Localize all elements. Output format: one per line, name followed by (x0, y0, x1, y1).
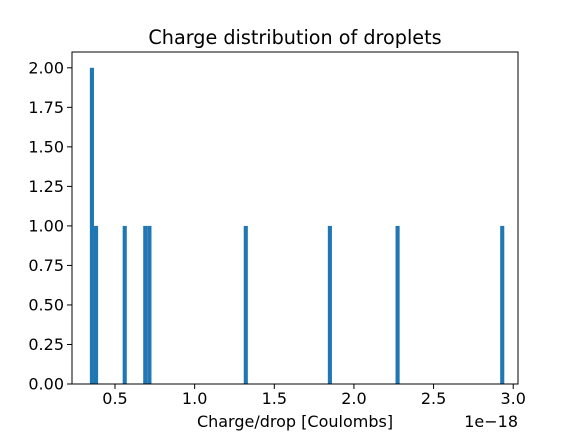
x-tick-label: 1.0 (182, 389, 207, 408)
y-tick-label: 0.50 (28, 295, 64, 314)
x-axis-label: Charge/drop [Coulombs] (197, 412, 393, 431)
x-tick-label: 1.5 (262, 389, 287, 408)
histogram-bar (147, 225, 152, 384)
y-tick-label: 1.75 (28, 98, 64, 117)
chart-title: Charge distribution of droplets (148, 26, 441, 49)
x-tick-label: 0.5 (102, 389, 127, 408)
histogram-bar (94, 225, 99, 384)
histogram-bar (327, 225, 332, 384)
histogram-bar (122, 225, 127, 384)
x-tick-label: 2.5 (421, 389, 446, 408)
y-tick-label: 1.25 (28, 177, 64, 196)
y-tick-label: 0.75 (28, 256, 64, 275)
plot-frame (71, 51, 519, 385)
y-tick-label: 0.00 (28, 375, 64, 394)
y-tick-label: 1.50 (28, 137, 64, 156)
histogram-bar (500, 225, 505, 384)
histogram-bar (89, 67, 94, 384)
x-axis-offset-label: 1e−18 (464, 412, 518, 431)
x-tick-label: 2.0 (341, 389, 366, 408)
y-tick-label: 2.00 (28, 58, 64, 77)
histogram-bar (243, 225, 248, 384)
x-ticks-group: 0.5 1.0 1.5 2.0 2.5 3.0 (102, 384, 526, 408)
x-tick-label: 3.0 (500, 389, 525, 408)
y-tick-label: 1.00 (28, 216, 64, 235)
y-tick-label: 0.25 (28, 335, 64, 354)
histogram-bar (143, 225, 148, 384)
y-ticks-group: 0.00 0.25 0.50 0.75 1.00 1.25 1.50 1.75 2.00 (28, 58, 72, 394)
histogram-bar (395, 225, 400, 384)
bars-group (89, 67, 505, 384)
